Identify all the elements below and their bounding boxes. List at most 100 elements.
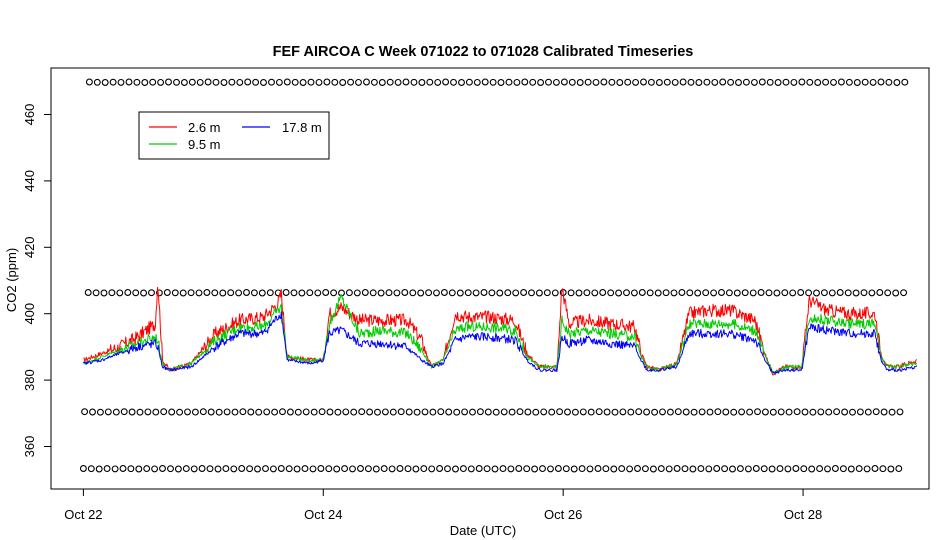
calibration-point: [244, 78, 252, 86]
calibration-point: [773, 289, 781, 297]
calibration-point: [814, 79, 822, 86]
calibration-point: [824, 465, 831, 473]
calibration-point: [132, 289, 140, 297]
calibration-point: [721, 465, 729, 473]
calibration-point: [584, 78, 592, 86]
calibration-point: [872, 408, 880, 416]
calibration-point: [401, 289, 409, 296]
calibration-point: [507, 465, 515, 473]
calibration-point: [515, 465, 523, 472]
calibration-point: [792, 465, 800, 472]
calibration-point: [475, 465, 483, 472]
calibration-point: [887, 465, 895, 473]
calibration-point: [524, 408, 532, 416]
calibration-point: [269, 465, 277, 473]
calibration-point: [877, 78, 885, 86]
calibration-point: [678, 289, 686, 296]
calibration-point: [754, 408, 761, 416]
calibration-point: [847, 465, 855, 473]
calibration-point: [425, 289, 433, 297]
calibration-point: [448, 289, 456, 297]
calibration-point: [171, 289, 179, 297]
calibration-point: [483, 465, 491, 473]
calibration-point: [548, 408, 556, 416]
legend-label-9.5m: 9.5 m: [188, 137, 221, 152]
calibration-point: [727, 78, 735, 86]
calibration-point: [855, 465, 863, 473]
calibration-point: [595, 408, 603, 416]
calibration-point: [782, 78, 790, 86]
calibration-point: [182, 465, 190, 473]
calibration-point: [497, 79, 505, 86]
calibration-point: [355, 78, 362, 86]
calibration-point: [679, 78, 687, 86]
calibration-point: [552, 78, 560, 86]
calibration-point: [586, 465, 594, 473]
calibration-point: [285, 465, 293, 473]
calibration-point: [833, 408, 841, 416]
y-tick-label: 360: [22, 436, 37, 458]
calibration-point: [125, 78, 133, 86]
calibration-point: [640, 78, 647, 86]
calibration-point: [286, 408, 294, 416]
calibration-point: [380, 465, 388, 473]
calibration-point: [504, 289, 512, 297]
calibration-point: [703, 78, 711, 86]
calibration-point: [583, 289, 591, 297]
calibration-point: [111, 465, 119, 473]
calibration-point: [206, 465, 214, 473]
calibration-point: [879, 465, 887, 473]
calibration-point: [440, 289, 448, 296]
calibration-point: [262, 465, 269, 473]
calibration-point: [315, 78, 323, 86]
calibration-point: [404, 465, 412, 473]
calibration-point: [79, 465, 87, 472]
calibration-point: [196, 78, 204, 86]
calibration-point: [271, 408, 279, 416]
calibration-point: [163, 289, 171, 296]
calibration-point: [168, 408, 176, 416]
calibration-point: [484, 408, 492, 416]
calibration-point: [322, 289, 330, 296]
calibration-point: [378, 79, 386, 86]
calibration-point: [797, 289, 805, 296]
calibration-point: [551, 289, 559, 297]
calibration-point: [444, 465, 451, 473]
calibration-point: [682, 408, 690, 416]
calibration-point: [562, 465, 570, 473]
calibration-point: [736, 465, 744, 473]
calibration-point: [579, 408, 587, 416]
calibration-point: [860, 289, 868, 297]
calibration-point: [307, 78, 315, 86]
calibration-point: [816, 465, 824, 473]
calibration-point: [729, 465, 736, 473]
calibration-point: [364, 465, 372, 473]
calibration-point: [554, 465, 562, 472]
calibration-point: [133, 78, 141, 86]
calibration-point: [235, 289, 243, 297]
calibration-point: [127, 465, 135, 473]
calibration-point: [436, 465, 444, 472]
calibration-point: [547, 465, 554, 473]
calibration-point: [836, 289, 844, 296]
calibration-point: [394, 78, 402, 86]
calibration-point: [456, 289, 464, 297]
calibration-point: [568, 78, 576, 86]
calibration-point: [651, 408, 659, 416]
calibration-point: [149, 78, 157, 86]
calibration-point: [537, 79, 545, 86]
calibration-point: [472, 289, 480, 297]
calibration-point: [602, 465, 610, 473]
calibration-point: [389, 408, 397, 416]
calibration-point: [112, 408, 120, 416]
chart-title: FEF AIRCOA C Week 071022 to 071028 Calib…: [273, 44, 694, 60]
calibration-point: [528, 289, 535, 297]
calibration-point: [231, 408, 239, 416]
calibration-point: [733, 289, 741, 297]
calibration-point: [861, 78, 869, 86]
calibration-point: [523, 465, 531, 473]
calibration-point: [481, 78, 489, 86]
x-tick-label: Oct 22: [64, 507, 102, 522]
calibration-point: [96, 408, 104, 416]
